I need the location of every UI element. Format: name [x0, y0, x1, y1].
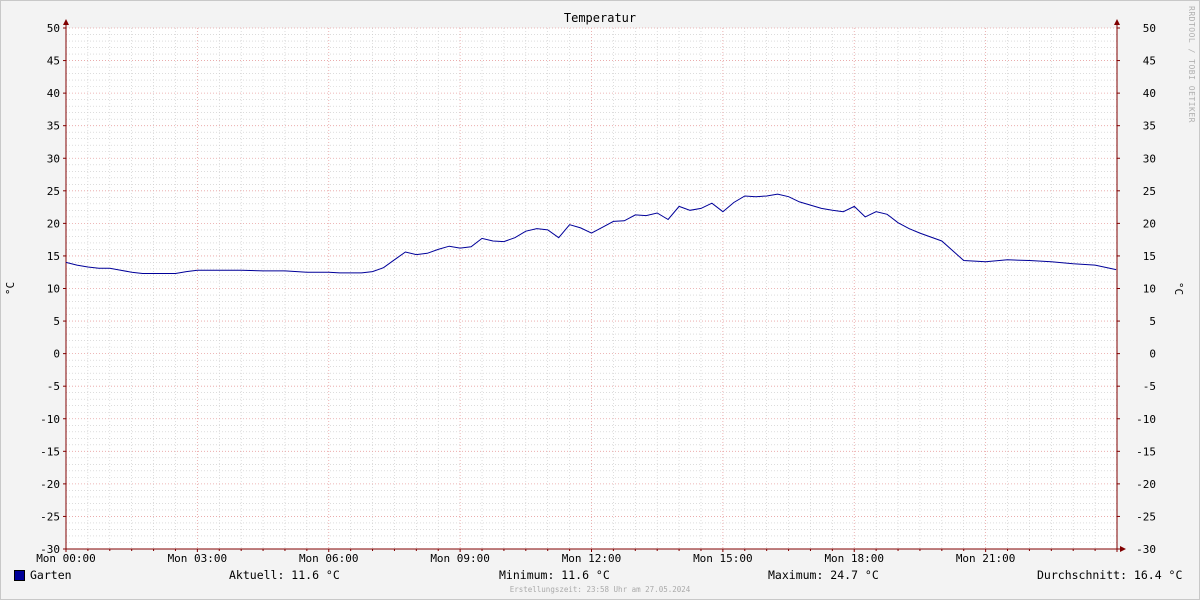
legend-swatch-garten	[14, 570, 25, 581]
x-tick-label: Mon 00:00	[36, 552, 96, 565]
legend-current: Aktuell: 11.6 °C	[229, 568, 340, 582]
y-tick-label-right: 20	[1143, 217, 1156, 230]
x-tick-label: Mon 03:00	[168, 552, 228, 565]
y-axis-arrow-left	[63, 19, 69, 25]
creation-time: Erstellungszeit: 23:58 Uhr am 27.05.2024	[509, 585, 691, 594]
series-line-garten	[65, 193, 1117, 274]
y-tick-label-right: 40	[1143, 87, 1156, 100]
legend-series-name: Garten	[30, 568, 72, 582]
y-tick-label-left: -10	[40, 413, 60, 426]
y-tick-label-right: -5	[1143, 380, 1156, 393]
y-tick-label-right: 35	[1143, 120, 1156, 133]
y-tick-label-right: 25	[1143, 185, 1156, 198]
y-tick-label-left: 15	[47, 250, 60, 263]
legend-average: Durchschnitt: 16.4 °C	[1037, 568, 1183, 582]
y-axis-label-right: °C	[1172, 281, 1186, 296]
y-tick-label-left: -5	[47, 380, 60, 393]
y-tick-label-right: 5	[1149, 315, 1156, 328]
y-tick-label-left: -25	[40, 510, 60, 523]
x-tick-label: Mon 18:00	[824, 552, 884, 565]
y-tick-label-left: -30	[40, 543, 60, 556]
y-tick-label-left: 40	[47, 87, 60, 100]
x-tick-label: Mon 12:00	[562, 552, 622, 565]
y-axis-label-left: °C	[4, 281, 18, 296]
legend-minimum: Minimum: 11.6 °C	[499, 568, 610, 582]
y-tick-label-left: -20	[40, 478, 60, 491]
x-axis-arrow	[1120, 546, 1126, 552]
y-tick-label-left: 35	[47, 120, 60, 133]
chart-title: Temperatur	[563, 11, 637, 25]
x-tick-label: Mon 21:00	[956, 552, 1016, 565]
y-tick-label-left: 45	[47, 55, 60, 68]
y-tick-label-left: 25	[47, 185, 60, 198]
y-tick-label-left: 5	[53, 315, 60, 328]
x-tick-label: Mon 06:00	[299, 552, 359, 565]
y-tick-label-right: 15	[1143, 250, 1156, 263]
y-tick-label-right: -30	[1136, 543, 1156, 556]
y-tick-label-left: 10	[47, 283, 60, 296]
y-tick-label-right: 10	[1143, 283, 1156, 296]
x-tick-label: Mon 15:00	[693, 552, 753, 565]
x-tick-label: Mon 09:00	[430, 552, 490, 565]
legend-maximum: Maximum: 24.7 °C	[768, 568, 879, 582]
y-tick-label-left: -15	[40, 445, 60, 458]
y-axis-arrow-right	[1114, 19, 1120, 25]
y-tick-label-right: -20	[1136, 478, 1156, 491]
y-tick-label-left: 30	[47, 152, 60, 165]
rrdtool-watermark: RRDTOOL / TOBI OETIKER	[1187, 6, 1196, 123]
y-tick-label-right: -15	[1136, 445, 1156, 458]
y-tick-label-right: 50	[1143, 22, 1156, 35]
y-tick-label-right: 30	[1143, 152, 1156, 165]
y-tick-label-right: 45	[1143, 55, 1156, 68]
y-tick-label-left: 50	[47, 22, 60, 35]
y-tick-label-left: 0	[53, 348, 60, 361]
y-tick-label-right: -10	[1136, 413, 1156, 426]
y-tick-label-right: -25	[1136, 510, 1156, 523]
y-tick-label-right: 0	[1149, 348, 1156, 361]
y-tick-label-left: 20	[47, 217, 60, 230]
